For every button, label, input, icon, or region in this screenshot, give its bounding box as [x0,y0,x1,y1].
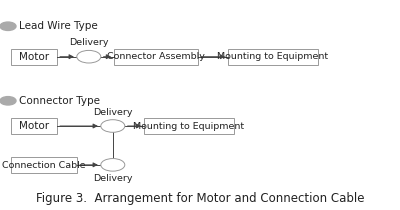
Text: Connector Type: Connector Type [19,96,100,106]
Circle shape [77,50,101,63]
FancyBboxPatch shape [114,49,198,65]
FancyBboxPatch shape [228,49,318,65]
Circle shape [0,22,16,30]
Text: Connector Assembly: Connector Assembly [107,52,205,61]
Text: Lead Wire Type: Lead Wire Type [19,21,98,31]
FancyBboxPatch shape [11,118,57,134]
Circle shape [101,120,125,132]
Text: Figure 3.  Arrangement for Motor and Connection Cable: Figure 3. Arrangement for Motor and Conn… [36,192,364,205]
Circle shape [0,97,16,105]
FancyBboxPatch shape [11,49,57,65]
Text: Delivery: Delivery [93,108,132,117]
Text: Motor: Motor [19,52,49,62]
Text: Mounting to Equipment: Mounting to Equipment [218,52,328,61]
Text: Delivery: Delivery [93,174,132,183]
FancyBboxPatch shape [11,157,77,173]
FancyBboxPatch shape [144,118,234,134]
Text: Connection Cable: Connection Cable [2,161,86,169]
Text: Mounting to Equipment: Mounting to Equipment [134,122,244,131]
Text: Motor: Motor [19,121,49,131]
Text: Delivery: Delivery [69,38,108,47]
Circle shape [101,159,125,171]
